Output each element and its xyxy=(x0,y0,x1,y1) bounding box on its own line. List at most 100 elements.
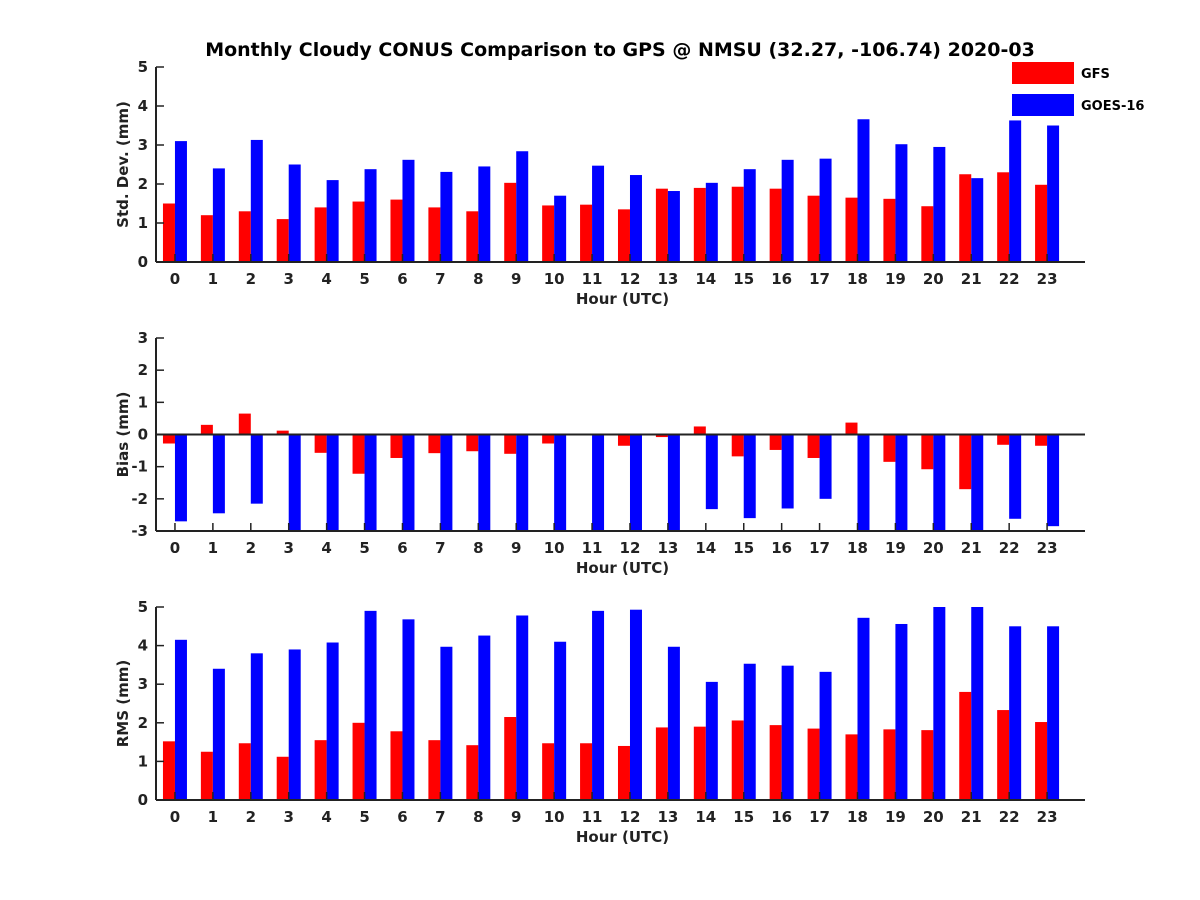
bar-goes16-16 xyxy=(781,434,794,509)
x-tick-label: 22 xyxy=(999,539,1020,557)
y-tick-label: 2 xyxy=(138,175,148,193)
x-tick-label: 12 xyxy=(620,539,641,557)
x-tick-label: 6 xyxy=(397,808,407,826)
bar-gfs-12 xyxy=(617,434,630,446)
x-tick-label: 4 xyxy=(321,539,331,557)
bar-goes16-1 xyxy=(212,668,225,800)
bar-goes16-7 xyxy=(440,434,453,531)
bar-goes16-19 xyxy=(895,144,908,262)
bar-gfs-22 xyxy=(997,710,1010,800)
x-tick-label: 5 xyxy=(359,270,369,288)
x-tick-label: 0 xyxy=(170,270,180,288)
bar-goes16-5 xyxy=(364,610,377,800)
x-tick-label: 7 xyxy=(435,539,445,557)
y-tick-label: 4 xyxy=(138,97,148,115)
bar-goes16-23 xyxy=(1047,434,1060,527)
y-axis-label: Bias (mm) xyxy=(114,392,132,478)
x-tick-label: 7 xyxy=(435,270,445,288)
x-tick-label: 13 xyxy=(657,539,678,557)
x-tick-label: 12 xyxy=(620,808,641,826)
x-tick-label: 21 xyxy=(961,270,982,288)
y-tick-label: 1 xyxy=(138,214,148,232)
x-tick-label: 20 xyxy=(923,539,944,557)
x-tick-label: 18 xyxy=(847,270,868,288)
x-tick-label: 17 xyxy=(809,270,830,288)
x-tick-label: 13 xyxy=(657,270,678,288)
bar-goes16-12 xyxy=(629,434,642,531)
bar-gfs-4 xyxy=(314,207,327,262)
x-tick-label: 22 xyxy=(999,270,1020,288)
x-tick-label: 3 xyxy=(283,270,293,288)
x-tick-label: 23 xyxy=(1037,808,1058,826)
bar-gfs-7 xyxy=(428,207,441,262)
bar-gfs-5 xyxy=(352,434,365,474)
bar-goes16-6 xyxy=(402,434,415,531)
bar-gfs-19 xyxy=(883,729,896,800)
x-tick-label: 17 xyxy=(809,539,830,557)
bar-gfs-0 xyxy=(162,741,175,800)
x-tick-label: 23 xyxy=(1037,270,1058,288)
x-tick-label: 3 xyxy=(283,539,293,557)
bar-gfs-5 xyxy=(352,201,365,262)
bar-goes16-11 xyxy=(592,434,605,531)
bar-goes16-20 xyxy=(933,434,946,531)
bar-gfs-15 xyxy=(731,434,744,457)
bar-goes16-8 xyxy=(478,166,491,262)
x-tick-label: 6 xyxy=(397,270,407,288)
bar-gfs-21 xyxy=(959,691,972,800)
bar-goes16-12 xyxy=(629,609,642,800)
bar-gfs-21 xyxy=(959,434,972,490)
bar-goes16-22 xyxy=(1009,434,1022,519)
x-tick-label: 14 xyxy=(695,539,716,557)
y-tick-label: 5 xyxy=(138,598,148,616)
x-tick-label: 14 xyxy=(695,808,716,826)
x-tick-label: 7 xyxy=(435,808,445,826)
bar-goes16-14 xyxy=(705,434,718,510)
bar-gfs-19 xyxy=(883,434,896,462)
bar-gfs-2 xyxy=(238,743,251,800)
y-tick-label: 2 xyxy=(138,361,148,379)
bar-gfs-4 xyxy=(314,434,327,453)
legend-label-gfs: GFS xyxy=(1081,67,1110,82)
x-tick-label: 13 xyxy=(657,808,678,826)
bar-goes16-18 xyxy=(857,119,870,262)
bar-gfs-14 xyxy=(693,187,706,262)
x-tick-label: 16 xyxy=(771,539,792,557)
bar-gfs-3 xyxy=(276,756,289,800)
bar-gfs-0 xyxy=(162,434,175,444)
bar-gfs-2 xyxy=(238,413,251,435)
x-tick-label: 2 xyxy=(246,539,256,557)
x-tick-label: 8 xyxy=(473,808,483,826)
bar-goes16-8 xyxy=(478,635,491,800)
bar-gfs-17 xyxy=(807,728,820,800)
bar-gfs-10 xyxy=(542,205,555,262)
x-tick-label: 5 xyxy=(359,808,369,826)
y-tick-label: 5 xyxy=(138,58,148,76)
bar-goes16-21 xyxy=(971,607,984,800)
y-tick-label: 0 xyxy=(138,426,148,444)
bar-goes16-10 xyxy=(554,195,567,262)
bar-goes16-14 xyxy=(705,681,718,800)
x-tick-label: 0 xyxy=(170,808,180,826)
bar-goes16-15 xyxy=(743,663,756,800)
bar-goes16-18 xyxy=(857,617,870,800)
x-tick-label: 1 xyxy=(208,539,218,557)
bar-goes16-9 xyxy=(516,615,529,800)
x-axis-label: Hour (UTC) xyxy=(576,828,669,846)
bar-goes16-17 xyxy=(819,434,832,499)
bar-goes16-18 xyxy=(857,434,870,531)
bar-goes16-15 xyxy=(743,169,756,262)
bar-gfs-23 xyxy=(1035,184,1048,262)
bar-goes16-23 xyxy=(1047,626,1060,800)
y-tick-label: -1 xyxy=(131,458,148,476)
x-tick-label: 21 xyxy=(961,808,982,826)
legend-swatch-goes16 xyxy=(1012,94,1074,116)
bar-gfs-9 xyxy=(504,434,517,454)
bar-goes16-16 xyxy=(781,665,794,800)
bar-goes16-0 xyxy=(174,434,187,522)
bar-gfs-7 xyxy=(428,434,441,454)
x-tick-label: 15 xyxy=(733,808,754,826)
